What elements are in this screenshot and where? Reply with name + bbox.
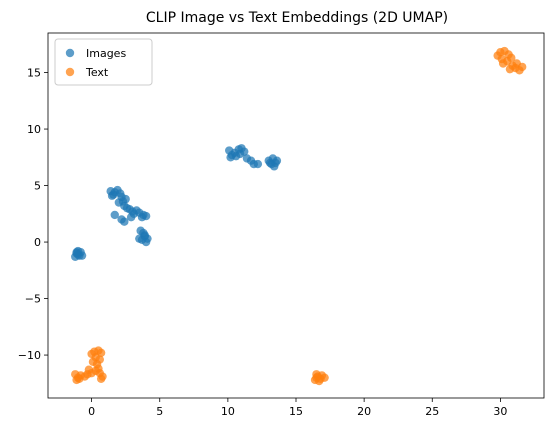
data-point — [87, 368, 96, 378]
data-point — [265, 158, 275, 168]
data-point — [96, 374, 106, 383]
data-point — [116, 189, 125, 198]
data-point — [120, 217, 129, 226]
data-point — [312, 373, 321, 382]
legend-marker — [65, 67, 75, 77]
data-point — [505, 64, 515, 74]
y-tick-label: 0 — [34, 236, 41, 249]
y-axis: −10 −5 0 5 10 15 — [18, 67, 48, 362]
legend-label: Text — [85, 66, 109, 79]
x-axis: 0 5 10 15 20 25 30 — [88, 398, 507, 418]
y-tick-label: −5 — [25, 293, 41, 306]
series-text — [71, 46, 527, 386]
data-point — [110, 210, 119, 220]
y-tick-label: 15 — [27, 67, 41, 80]
x-tick-label: 30 — [493, 405, 507, 418]
data-point — [137, 212, 147, 222]
data-point — [72, 375, 81, 385]
x-tick-label: 10 — [221, 405, 235, 418]
plot-area — [71, 46, 527, 386]
x-tick-label: 15 — [289, 405, 303, 418]
data-point — [141, 237, 151, 247]
chart-title: CLIP Image vs Text Embeddings (2D UMAP) — [146, 10, 448, 26]
legend-box — [54, 38, 153, 86]
legend-label: Images — [86, 47, 126, 60]
data-point — [72, 248, 81, 257]
legend-marker — [65, 48, 75, 58]
data-point — [126, 212, 136, 222]
data-point — [235, 149, 245, 159]
data-point — [253, 159, 263, 169]
data-point — [497, 54, 506, 64]
x-tick-label: 20 — [357, 405, 371, 418]
data-point — [512, 59, 521, 68]
data-point — [272, 156, 282, 165]
legend: Images Text — [54, 38, 153, 86]
y-tick-label: 10 — [27, 123, 41, 136]
x-tick-label: 5 — [156, 405, 163, 418]
data-point — [226, 153, 235, 162]
x-tick-label: 25 — [425, 405, 439, 418]
data-point — [135, 234, 144, 243]
x-tick-label: 0 — [88, 405, 95, 418]
data-point — [118, 197, 128, 206]
y-tick-label: −10 — [18, 349, 41, 362]
data-point — [107, 191, 117, 200]
y-tick-label: 5 — [34, 180, 41, 193]
series-images — [71, 144, 282, 261]
